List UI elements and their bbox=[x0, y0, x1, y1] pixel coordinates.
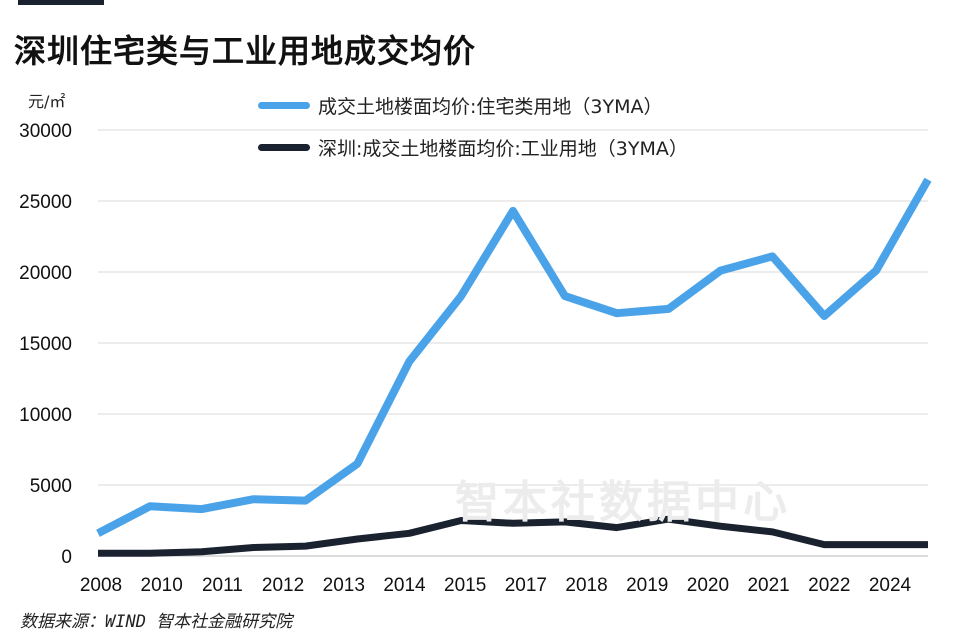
x-tick-label: 2019 bbox=[626, 575, 668, 596]
y-tick-label: 15000 bbox=[19, 334, 72, 355]
x-tick-label: 2011 bbox=[202, 575, 243, 596]
legend-item-residential: 成交土地楼面均价:住宅类用地（3YMA） bbox=[258, 84, 688, 126]
y-tick-label: 30000 bbox=[19, 121, 72, 142]
x-tick-label: 2015 bbox=[444, 575, 486, 596]
y-tick-label: 25000 bbox=[19, 192, 72, 213]
data-source: 数据来源：WIND 智本社金融研究院 bbox=[20, 612, 293, 632]
series-line-industrial bbox=[98, 515, 928, 557]
legend-item-industrial: 深圳:成交土地楼面均价:工业用地（3YMA） bbox=[258, 126, 688, 168]
x-tick-label: 2008 bbox=[80, 575, 122, 596]
series-line-residential bbox=[96, 177, 932, 537]
x-tick-label: 2022 bbox=[808, 575, 850, 596]
legend: 成交土地楼面均价:住宅类用地（3YMA） 深圳:成交土地楼面均价:工业用地（3Y… bbox=[258, 84, 688, 168]
y-axis-ticks: 0 5000 10000 15000 20000 25000 30000 bbox=[19, 121, 72, 568]
y-tick-label: 10000 bbox=[19, 405, 72, 426]
x-tick-label: 2017 bbox=[505, 575, 547, 596]
x-axis-ticks: 2008 2010 2011 2012 2013 2014 2015 2017 2018 2019… bbox=[80, 575, 912, 596]
legend-label-residential: 成交土地楼面均价:住宅类用地（3YMA） bbox=[318, 95, 663, 118]
accent-bar bbox=[18, 0, 104, 5]
series-lines bbox=[96, 177, 932, 557]
legend-label-industrial: 深圳:成交土地楼面均价:工业用地（3YMA） bbox=[318, 137, 688, 160]
x-tick-label: 2012 bbox=[262, 575, 304, 596]
y-tick-label: 0 bbox=[61, 547, 72, 568]
y-tick-label: 20000 bbox=[19, 263, 72, 284]
legend-swatch-residential bbox=[258, 101, 310, 109]
y-tick-label: 5000 bbox=[30, 476, 72, 497]
x-tick-label: 2014 bbox=[383, 575, 426, 596]
watermark-text: 智本社数据中心 bbox=[455, 477, 791, 528]
chart-title: 深圳住宅类与工业用地成交均价 bbox=[14, 32, 477, 70]
legend-swatch-industrial bbox=[258, 143, 310, 151]
y-axis-unit: 元/㎡ bbox=[28, 92, 66, 111]
x-tick-label: 2021 bbox=[747, 575, 789, 596]
x-tick-label: 2020 bbox=[687, 575, 729, 596]
x-tick-label: 2018 bbox=[565, 575, 607, 596]
x-tick-label: 2013 bbox=[323, 575, 365, 596]
x-tick-label: 2010 bbox=[141, 575, 183, 596]
x-tick-label: 2024 bbox=[869, 575, 912, 596]
